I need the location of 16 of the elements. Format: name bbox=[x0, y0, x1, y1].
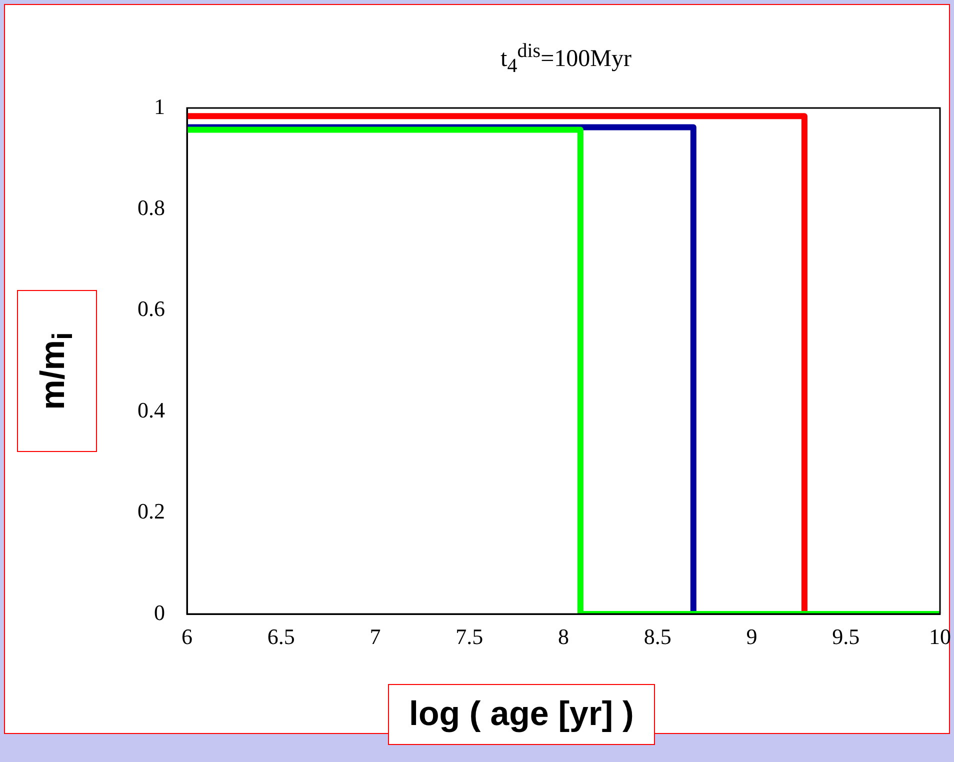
x-tick-label: 7 bbox=[370, 624, 381, 649]
y-tick-label: 0.4 bbox=[138, 397, 165, 422]
x-tick-label: 6 bbox=[182, 624, 192, 649]
chart-title: t$_{4}$$^{dis}$=100Myr bbox=[500, 40, 632, 78]
x-tick-label: 8 bbox=[558, 624, 569, 649]
y-tick-label: 0 bbox=[154, 600, 165, 625]
y-tick-label: 0.8 bbox=[138, 194, 165, 220]
x-tick-label: 6.5 bbox=[267, 624, 295, 649]
x-tick-label: 8.5 bbox=[644, 624, 672, 649]
x-tick-label: 9.5 bbox=[832, 624, 860, 649]
y-tick-label: 1 bbox=[154, 94, 165, 119]
x-tick-label: 9 bbox=[746, 624, 758, 649]
y-tick-label: 0.2 bbox=[138, 498, 165, 524]
x-tick-label: 7.5 bbox=[456, 624, 484, 649]
x-axis-title: log ( age [yr] ) bbox=[388, 684, 655, 745]
y-tick-label: 0.6 bbox=[138, 296, 165, 322]
